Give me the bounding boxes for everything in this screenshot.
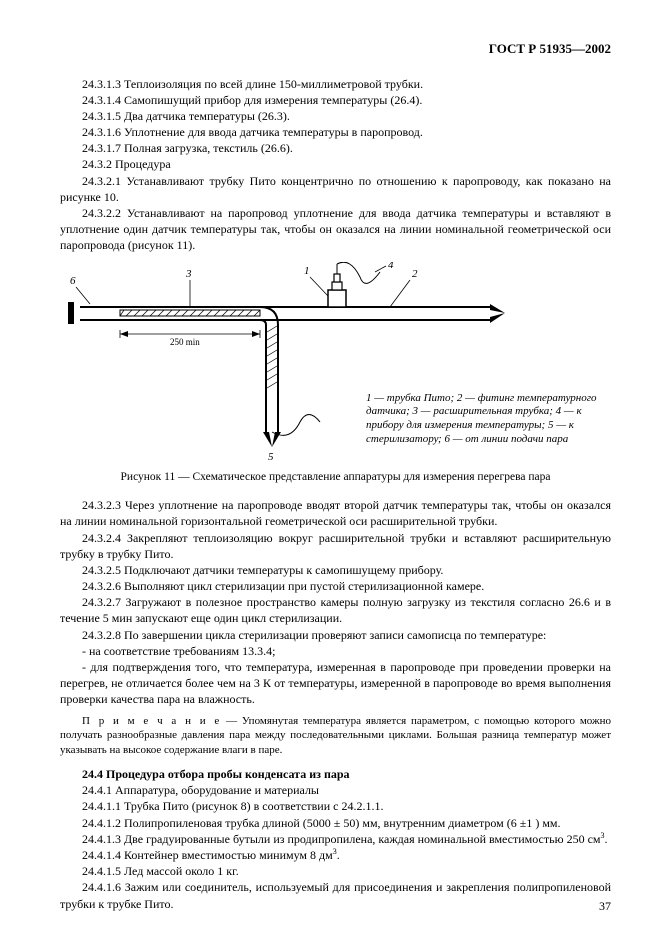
body-line: 24.3.2.3 Через уплотнение на паропроводе… bbox=[60, 497, 611, 529]
body-line: 24.3.2.4 Закрепляют теплоизоляцию вокруг… bbox=[60, 530, 611, 562]
figure-caption: Рисунок 11 — Схематическое представление… bbox=[60, 470, 611, 486]
body-line: 24.3.2.8 По завершении цикла стерилизаци… bbox=[60, 627, 611, 643]
body-line: 24.3.2 Процедура bbox=[60, 156, 611, 172]
fig-label-6: 6 bbox=[70, 275, 76, 287]
body-line: 24.3.1.6 Уплотнение для ввода датчика те… bbox=[60, 124, 611, 140]
page: ГОСТ Р 51935—2002 24.3.1.3 Теплоизоляция… bbox=[0, 0, 661, 936]
body-line: 24.3.2.6 Выполняют цикл стерилизации при… bbox=[60, 578, 611, 594]
dimension-text: 250 min bbox=[170, 337, 200, 347]
body-line: 24.3.2.7 Загружают в полезное пространст… bbox=[60, 594, 611, 626]
body-line: 24.3.2.2 Устанавливают на паропровод упл… bbox=[60, 205, 611, 254]
note-label: П р и м е ч а н и е bbox=[82, 715, 221, 727]
body-line: 24.4.1.5 Лед массой около 1 кг. bbox=[60, 863, 611, 879]
fig-label-3: 3 bbox=[185, 268, 192, 280]
body-line: 24.3.1.5 Два датчика температуры (26.3). bbox=[60, 108, 611, 124]
fig-label-5: 5 bbox=[268, 451, 274, 462]
body-line: 24.3.1.4 Самопишущий прибор для измерени… bbox=[60, 92, 611, 108]
body-line: 24.4.1.1 Трубка Пито (рисунок 8) в соотв… bbox=[60, 798, 611, 814]
body-line: 24.4.1.3 Две градуированные бутыли из пр… bbox=[60, 831, 611, 847]
body-line: 24.3.2.5 Подключают датчики температуры … bbox=[60, 562, 611, 578]
body-line: 24.4.1.4 Контейнер вместимостью минимум … bbox=[60, 847, 611, 863]
fig-label-4: 4 bbox=[388, 262, 394, 271]
fig-label-2: 2 bbox=[412, 268, 418, 280]
body-line: - для подтверждения того, что температур… bbox=[60, 659, 611, 708]
section-title: 24.4 Процедура отбора пробы конденсата и… bbox=[60, 766, 611, 782]
body-line: 24.3.1.7 Полная загрузка, текстиль (26.6… bbox=[60, 140, 611, 156]
fig-label-1: 1 bbox=[304, 265, 310, 277]
body-line: 24.4.1 Аппаратура, оборудование и матери… bbox=[60, 782, 611, 798]
figure-legend: 1 — трубка Пито; 2 — фитинг температурно… bbox=[366, 392, 611, 447]
note: П р и м е ч а н и е — Упомянутая темпера… bbox=[60, 714, 611, 759]
body-line: 24.3.1.3 Теплоизоляция по всей длине 150… bbox=[60, 76, 611, 92]
body-line: - на соответствие требованиям 13.3.4; bbox=[60, 643, 611, 659]
body-line: 24.3.2.1 Устанавливают трубку Пито конце… bbox=[60, 173, 611, 205]
body-line: 24.4.1.6 Зажим или соединитель, использу… bbox=[60, 879, 611, 911]
standard-code: ГОСТ Р 51935—2002 bbox=[60, 40, 611, 58]
page-number: 37 bbox=[599, 898, 611, 914]
figure-11: 250 min 6 3 1 4 2 5 1 — трубка Пито; 2 —… bbox=[60, 262, 611, 462]
body-line: 24.4.1.2 Полипропиленовая трубка длиной … bbox=[60, 815, 611, 831]
